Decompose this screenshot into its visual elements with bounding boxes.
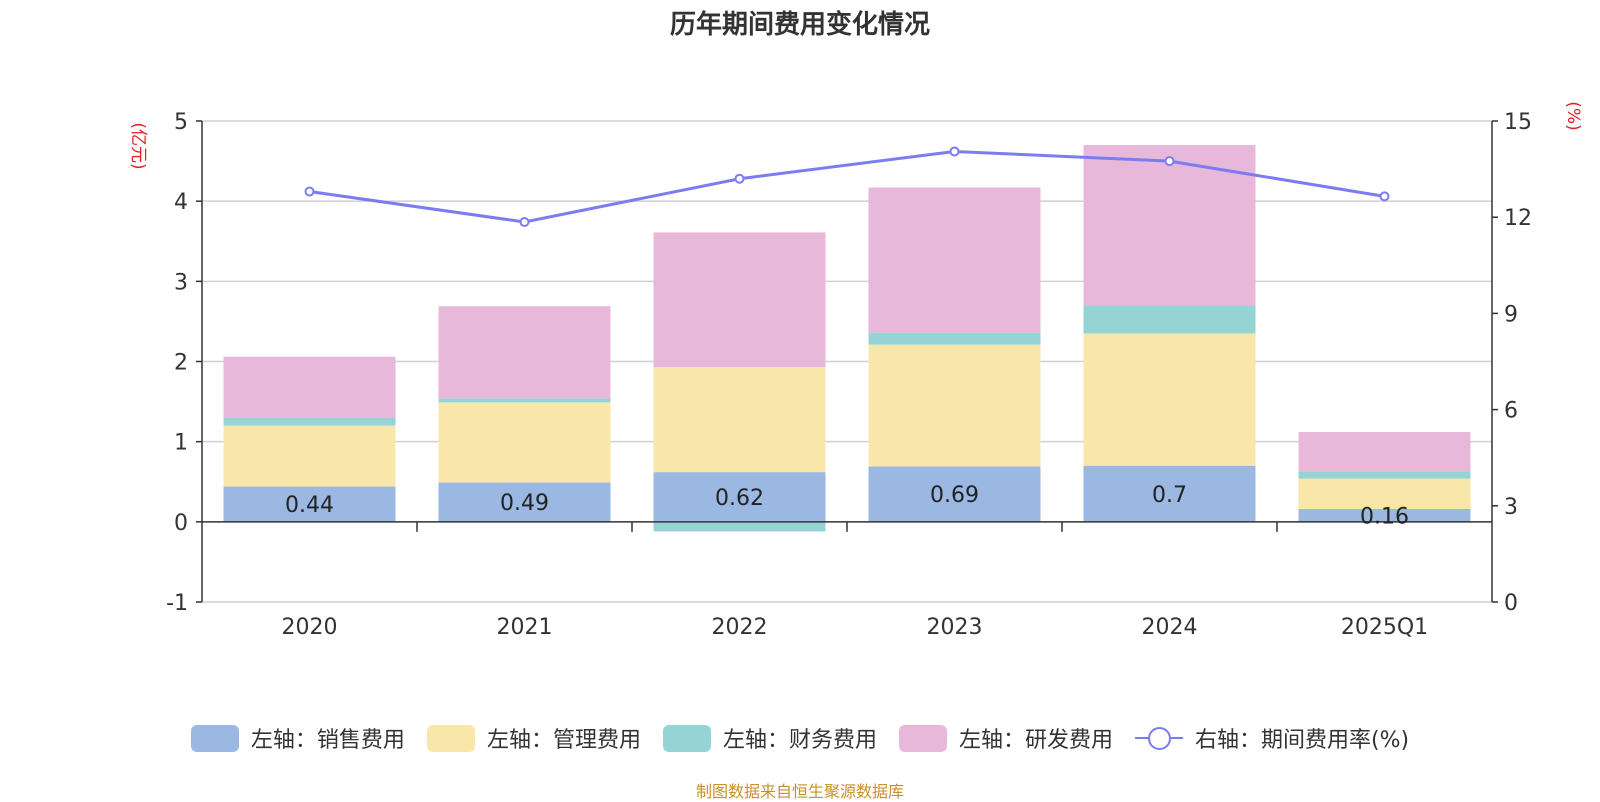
rate-point bbox=[519, 217, 530, 228]
bar-segment bbox=[1298, 432, 1471, 472]
bar-segment bbox=[223, 486, 396, 522]
legend-item[interactable]: 左轴：管理费用 bbox=[426, 722, 641, 754]
rate-line-layer bbox=[304, 146, 1390, 228]
chart-title: 历年期间费用变化情况 bbox=[669, 10, 930, 40]
bar-segment bbox=[1298, 478, 1471, 510]
rate-point bbox=[734, 173, 745, 184]
bar-segment bbox=[438, 482, 611, 522]
rate-point bbox=[304, 186, 315, 197]
legend-label: 左轴：财务费用 bbox=[722, 728, 877, 753]
bar-segment bbox=[438, 306, 611, 399]
left-axis-tick-label: 2 bbox=[174, 351, 188, 376]
legend-label: 左轴：销售费用 bbox=[250, 728, 405, 753]
legend-swatch bbox=[1134, 725, 1183, 752]
left-axis-tick-label: -1 bbox=[166, 591, 188, 616]
bar-segment bbox=[1083, 333, 1256, 466]
bar-segment bbox=[1083, 465, 1256, 522]
bar-segment bbox=[868, 187, 1041, 333]
bar-segment bbox=[868, 344, 1041, 467]
legend-swatch bbox=[426, 724, 475, 752]
bar-value-label: 0.44 bbox=[285, 493, 334, 518]
bar-segment bbox=[223, 417, 396, 426]
bar-segment bbox=[438, 402, 611, 483]
grid-lines bbox=[202, 120, 1492, 603]
right-axis-tick-label: 0 bbox=[1504, 591, 1518, 616]
right-axis-tick-label: 6 bbox=[1504, 399, 1518, 424]
bar-segment bbox=[653, 367, 826, 473]
legend-label: 右轴：期间费用率(%) bbox=[1194, 728, 1410, 753]
source-footer: 制图数据来自恒生聚源数据库 bbox=[695, 782, 904, 801]
left-axis-tick-label: 5 bbox=[174, 110, 188, 135]
category-label: 2020 bbox=[282, 615, 338, 640]
legend-swatch bbox=[662, 724, 711, 752]
legend-item[interactable]: 左轴：财务费用 bbox=[662, 722, 877, 754]
bar-segment bbox=[653, 232, 826, 368]
legend-label: 左轴：研发费用 bbox=[958, 728, 1113, 753]
bar-value-label: 0.49 bbox=[500, 491, 549, 516]
legend-item[interactable]: 左轴：研发费用 bbox=[898, 722, 1113, 754]
bar-segment bbox=[653, 472, 826, 522]
bar-segment bbox=[223, 356, 396, 418]
legend-swatch bbox=[190, 724, 239, 752]
data-labels: 0.44 0.49 0.62 0.69 0.7 0.16 bbox=[285, 483, 1409, 530]
bar-segment bbox=[1298, 471, 1471, 479]
category-label: 2022 bbox=[712, 615, 768, 640]
bar-value-label: 0.16 bbox=[1360, 504, 1409, 529]
legend-item[interactable]: 左轴：销售费用 bbox=[190, 722, 405, 754]
right-axis-tick-label: 12 bbox=[1504, 206, 1532, 231]
rate-point bbox=[1379, 191, 1390, 202]
bar-value-label: 0.7 bbox=[1152, 483, 1187, 508]
rate-point bbox=[949, 146, 960, 157]
bar-segment bbox=[653, 521, 826, 532]
left-axis-tick-label: 1 bbox=[174, 431, 188, 456]
bar-segment bbox=[1083, 145, 1256, 306]
legend: 左轴：销售费用 左轴：管理费用 左轴：财务费用 左轴：研发费用 右轴：期间费用率(%) bbox=[0, 720, 1600, 756]
left-axis-tick-label: 4 bbox=[174, 190, 188, 215]
bar-segment bbox=[438, 398, 611, 403]
bar-segment bbox=[1298, 509, 1471, 522]
left-axis-tick-label: 0 bbox=[174, 511, 188, 536]
right-axis-unit-label: (%) bbox=[1563, 101, 1583, 130]
bar-segment bbox=[868, 466, 1041, 522]
category-label: 2024 bbox=[1142, 615, 1198, 640]
left-axis-unit-label: (亿元) bbox=[128, 122, 148, 169]
right-axis-tick-label: 9 bbox=[1504, 302, 1518, 327]
right-axis-tick-label: 15 bbox=[1504, 110, 1532, 135]
category-label: 2023 bbox=[927, 615, 983, 640]
right-axis-tick-label: 3 bbox=[1504, 495, 1518, 520]
legend-swatch bbox=[898, 724, 947, 752]
category-label: 2021 bbox=[497, 615, 553, 640]
bar-segment bbox=[1083, 305, 1256, 334]
bar-layer bbox=[223, 145, 1471, 532]
category-label: 2025Q1 bbox=[1341, 615, 1428, 640]
legend-label: 左轴：管理费用 bbox=[486, 728, 641, 753]
bar-segment bbox=[868, 332, 1041, 345]
bar-value-label: 0.69 bbox=[930, 483, 979, 508]
bar-segment bbox=[223, 425, 396, 487]
rate-line bbox=[309, 149, 1385, 224]
left-axis-tick-label: 3 bbox=[174, 270, 188, 295]
bar-value-label: 0.62 bbox=[715, 486, 764, 511]
rate-point bbox=[1164, 156, 1175, 167]
legend-item[interactable]: 右轴：期间费用率(%) bbox=[1134, 722, 1410, 754]
